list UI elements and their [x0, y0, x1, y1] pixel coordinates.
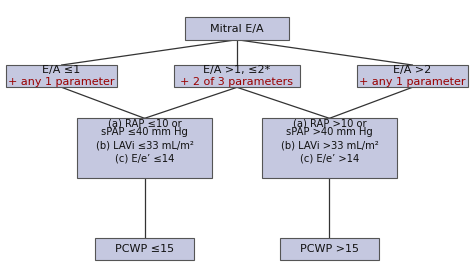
Text: E/A ≤1: E/A ≤1 — [43, 65, 81, 75]
FancyBboxPatch shape — [262, 118, 397, 178]
Text: sPAP ≤40 mm Hg: sPAP ≤40 mm Hg — [101, 127, 188, 137]
FancyBboxPatch shape — [95, 238, 194, 260]
Text: E/A >1, ≤2*: E/A >1, ≤2* — [203, 65, 271, 75]
Text: PCWP >15: PCWP >15 — [300, 244, 359, 254]
Text: (c) E/e’ >14: (c) E/e’ >14 — [300, 154, 359, 164]
Text: (c) E/e’ ≤14: (c) E/e’ ≤14 — [115, 154, 174, 164]
Text: Mitral E/A: Mitral E/A — [210, 24, 264, 33]
Text: (a) RAP ≤10 or: (a) RAP ≤10 or — [108, 119, 182, 129]
Text: sPAP >40 mm Hg: sPAP >40 mm Hg — [286, 127, 373, 137]
Text: (b) LAVi >33 mL/m²: (b) LAVi >33 mL/m² — [281, 140, 378, 150]
Text: E/A >2: E/A >2 — [393, 65, 431, 75]
Text: + any 1 parameter: + any 1 parameter — [359, 78, 465, 87]
FancyBboxPatch shape — [280, 238, 379, 260]
FancyBboxPatch shape — [356, 65, 468, 87]
FancyBboxPatch shape — [77, 118, 212, 178]
FancyBboxPatch shape — [174, 65, 300, 87]
Text: + 2 of 3 parameters: + 2 of 3 parameters — [181, 78, 293, 87]
FancyBboxPatch shape — [185, 17, 289, 40]
Text: + any 1 parameter: + any 1 parameter — [9, 78, 115, 87]
Text: (b) LAVi ≤33 mL/m²: (b) LAVi ≤33 mL/m² — [96, 140, 193, 150]
FancyBboxPatch shape — [6, 65, 117, 87]
Text: PCWP ≤15: PCWP ≤15 — [115, 244, 174, 254]
Text: (a) RAP >10 or: (a) RAP >10 or — [292, 119, 366, 129]
